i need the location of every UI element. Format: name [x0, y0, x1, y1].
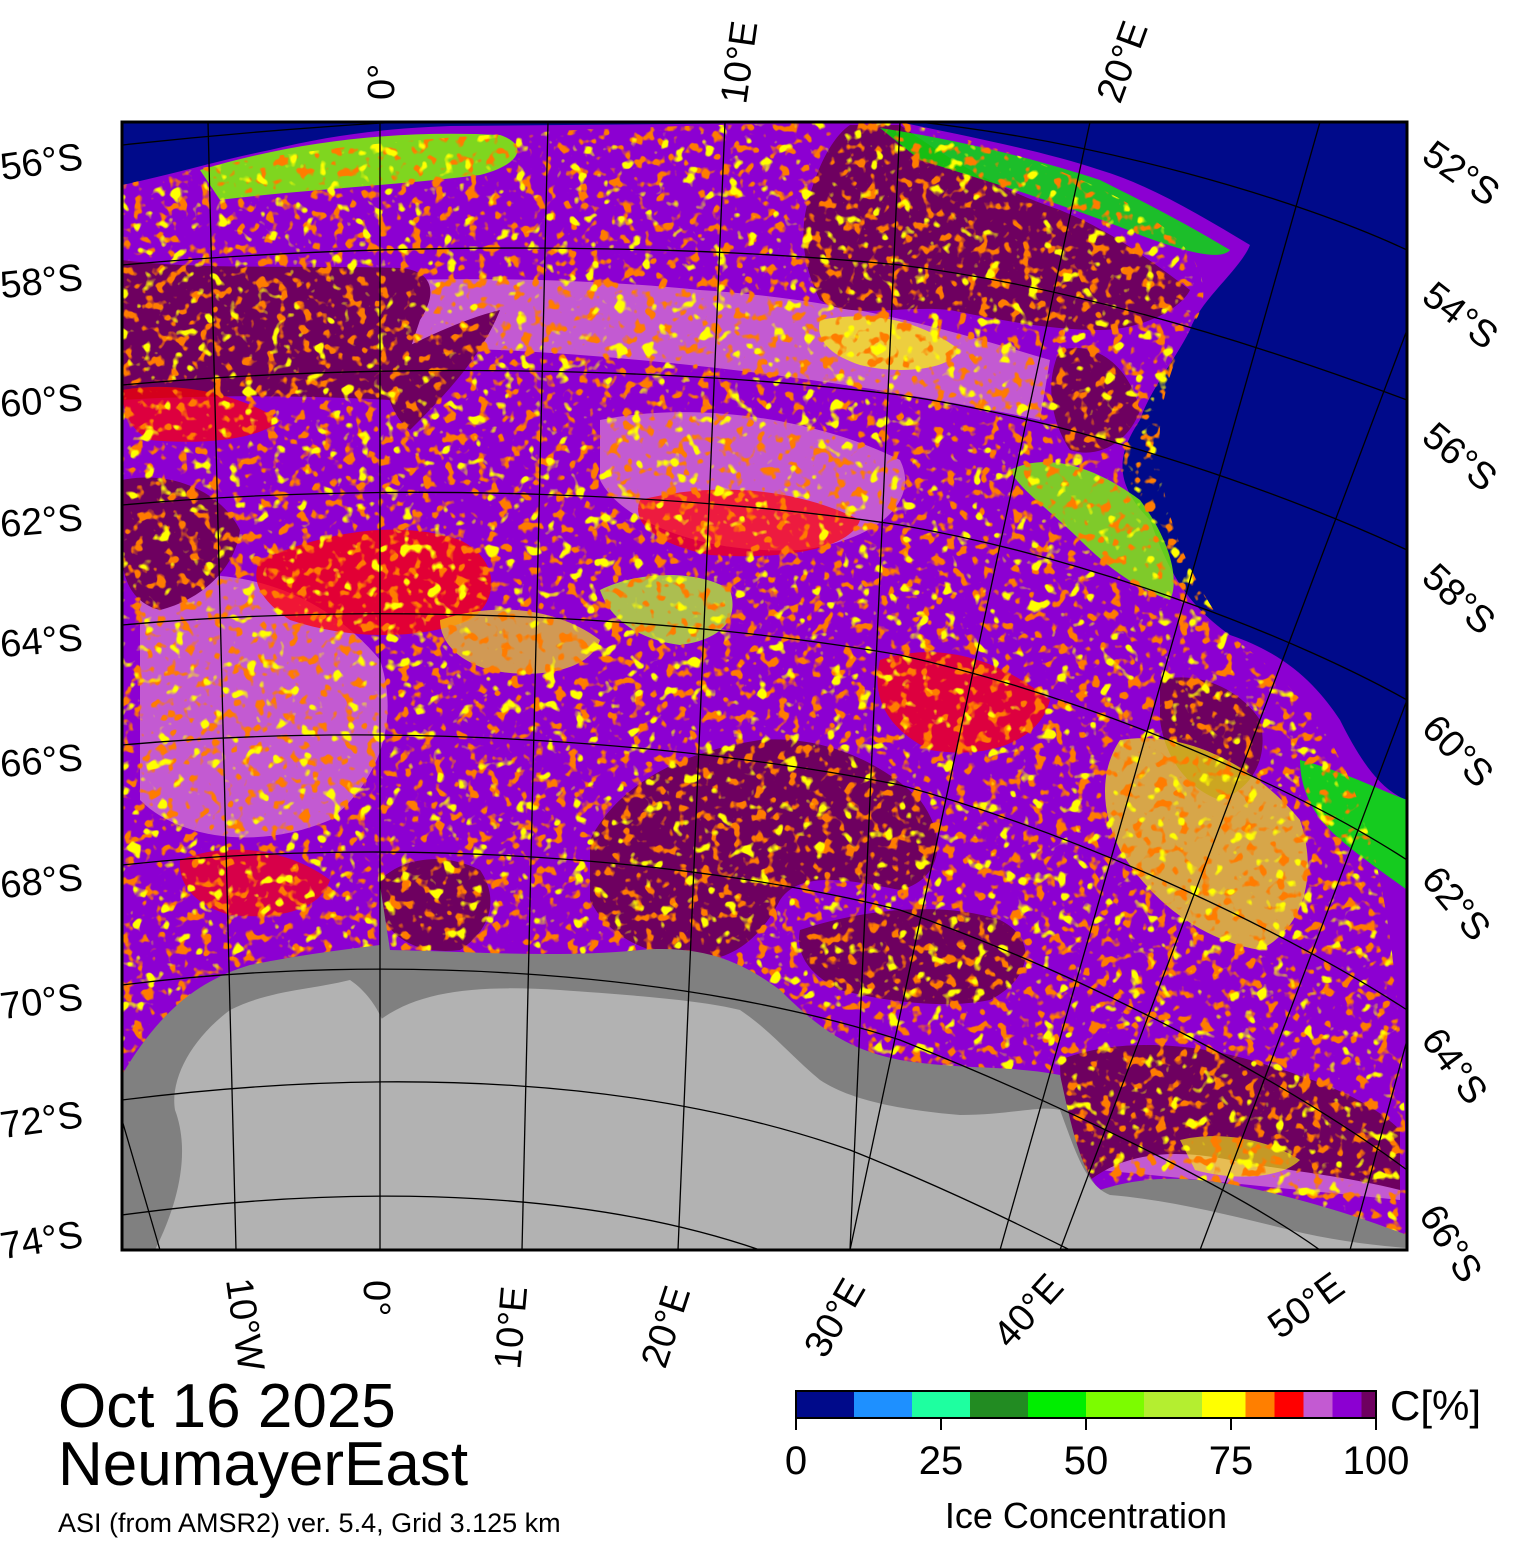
lat-label-left: 56°S	[0, 136, 86, 189]
lat-label-right: 60°S	[1414, 707, 1502, 796]
lon-label-bottom: 0°	[355, 1280, 397, 1316]
lat-label-left: 74°S	[0, 1214, 86, 1268]
lon-label-top: 0°	[361, 64, 403, 100]
lon-label-bottom: 20°E	[634, 1281, 700, 1373]
colorbar-unit: C[%]	[1390, 1382, 1482, 1429]
lon-label-bottom: 50°E	[1261, 1265, 1353, 1348]
colorbar-tick-label: 25	[918, 1439, 964, 1483]
lat-label-right: 52°S	[1415, 133, 1507, 215]
right-latitude-labels: 52°S 54°S 56°S 58°S 60°S 62°S 64°S 66°S	[1410, 133, 1506, 1290]
colorbar-swatch	[1303, 1391, 1333, 1418]
lat-label-right: 64°S	[1413, 1021, 1496, 1113]
colorbar	[796, 1391, 1377, 1418]
colorbar-swatch	[1361, 1391, 1377, 1418]
antarctic-land	[155, 980, 1407, 1250]
colorbar-swatch	[970, 1391, 1029, 1418]
colorbar-tick-label: 100	[1342, 1439, 1410, 1483]
colorbar-title: Ice Concentration	[944, 1495, 1228, 1536]
lat-label-left: 72°S	[0, 1094, 86, 1147]
colorbar-tick-label: 0	[784, 1439, 808, 1483]
colorbar-swatch	[1202, 1391, 1246, 1418]
lon-label-bottom: 40°E	[985, 1266, 1072, 1356]
lat-label-right: 56°S	[1414, 415, 1504, 500]
colorbar-tick-label: 50	[1063, 1439, 1109, 1483]
lat-label-left: 68°S	[0, 857, 85, 907]
lat-label-left: 62°S	[0, 497, 85, 546]
lat-label-right: 54°S	[1414, 274, 1505, 358]
lat-label-right: 66°S	[1410, 1198, 1490, 1290]
map-frame	[120, 120, 1409, 1252]
lat-label-left: 60°S	[0, 377, 85, 426]
colorbar-swatch	[1332, 1391, 1362, 1418]
lon-label-top: 10°E	[713, 18, 766, 106]
colorbar-tick-marks	[795, 1418, 1377, 1430]
graticule-meridians	[122, 122, 1407, 1250]
left-latitude-labels: 56°S 58°S 60°S 62°S 64°S 66°S 68°S 70°S …	[0, 136, 86, 1268]
colorbar-swatch	[1028, 1391, 1087, 1418]
lat-label-right: 58°S	[1414, 556, 1503, 643]
colorbar-swatch	[1086, 1391, 1145, 1418]
graticule-parallels	[122, 122, 1407, 1250]
lon-label-bottom: 10°W	[217, 1275, 272, 1373]
bottom-longitude-labels: 10°W 0° 10°E 20°E 30°E 40°E 50°E	[217, 1265, 1352, 1374]
map-area	[122, 122, 1407, 1250]
colorbar-tick-label: 75	[1208, 1439, 1254, 1483]
map-date: Oct 16 2025	[58, 1372, 396, 1441]
lat-label-left: 66°S	[0, 737, 85, 786]
lat-label-left: 58°S	[0, 257, 85, 307]
lon-label-top: 20°E	[1089, 16, 1157, 108]
lat-label-left: 64°S	[0, 617, 85, 666]
colorbar-swatch	[912, 1391, 971, 1418]
colorbar-swatch	[1245, 1391, 1275, 1418]
top-longitude-labels: 0° 10°E 20°E	[361, 16, 1157, 108]
lat-label-right: 62°S	[1413, 859, 1498, 949]
colorbar-swatch	[1274, 1391, 1304, 1418]
lon-label-bottom: 10°E	[487, 1285, 536, 1371]
lat-label-left: 70°S	[0, 976, 85, 1028]
colorbar-swatch	[796, 1391, 855, 1418]
colorbar-swatch	[854, 1391, 913, 1418]
lon-label-bottom: 30°E	[796, 1272, 874, 1365]
product-caption: ASI (from AMSR2) ver. 5.4, Grid 3.125 km	[58, 1508, 561, 1538]
region-name: NeumayerEast	[58, 1430, 469, 1499]
colorbar-swatch	[1144, 1391, 1203, 1418]
